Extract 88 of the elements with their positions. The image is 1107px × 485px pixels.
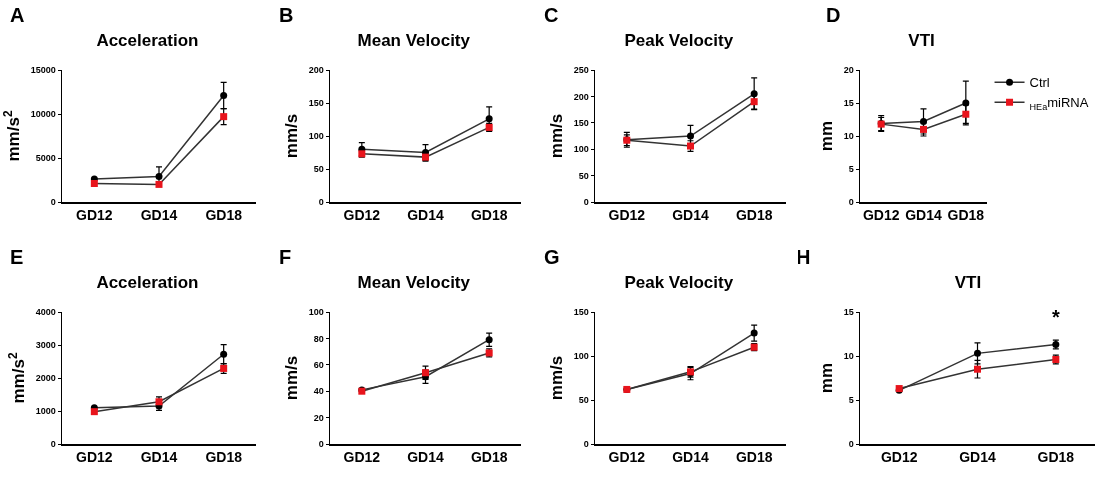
chart-title: VTI — [954, 272, 982, 292]
x-tick-label: GD18 — [947, 207, 985, 224]
x-tick-label: GD18 — [1037, 449, 1075, 466]
y-axis-title: mm/s — [282, 113, 302, 159]
x-tick-label: GD18 — [470, 449, 508, 466]
x-tick-label: GD12 — [608, 207, 646, 224]
y-tick-label: 100 — [308, 307, 324, 318]
y-tick-label: 1000 — [35, 406, 56, 417]
text: D — [826, 4, 841, 26]
x-tick-label: GD12 — [343, 449, 381, 466]
y-tick-label: 150 — [573, 307, 589, 318]
y-tick-label: 0 — [848, 197, 854, 208]
chart-title: VTI — [908, 30, 935, 50]
legend-label: $_{HEa}$miRNA — [1029, 95, 1089, 113]
y-tick-label: 100 — [573, 144, 589, 155]
y-tick-label: 0 — [50, 197, 56, 208]
x-tick-label: GD14 — [407, 207, 444, 224]
y-tick-label: 0 — [318, 439, 324, 450]
text: E — [10, 246, 24, 268]
y-axis-title: mm/s — [282, 355, 302, 401]
x-tick-label: GD12 — [880, 449, 918, 466]
x-tick-label: GD14 — [959, 449, 996, 466]
x-tick-label: GD18 — [735, 207, 773, 224]
x-tick-label: GD12 — [862, 207, 900, 224]
y-tick-label: 0 — [583, 197, 589, 208]
y-tick-label: 3000 — [35, 340, 56, 351]
chart-title: Peak Velocity — [624, 30, 734, 50]
y-tick-label: 0 — [318, 197, 324, 208]
x-tick-label: GD12 — [343, 207, 381, 224]
chart-title: Acceleration — [96, 272, 199, 292]
y-tick-label: 250 — [573, 65, 589, 76]
y-tick-label: 5000 — [35, 153, 56, 164]
x-tick-label: GD18 — [205, 207, 243, 224]
y-tick-label: 200 — [308, 65, 324, 76]
text: G — [544, 246, 560, 268]
y-tick-label: 150 — [573, 117, 589, 128]
y-tick-label: 200 — [573, 91, 589, 102]
text: C — [544, 4, 559, 26]
y-tick-label: 5 — [848, 395, 854, 406]
y-tick-label: 2000 — [35, 373, 56, 384]
x-tick-label: GD12 — [608, 449, 646, 466]
y-tick-label: 150 — [308, 98, 324, 109]
x-tick-label: GD14 — [672, 207, 709, 224]
x-tick-label: GD14 — [140, 207, 178, 224]
y-tick-label: 50 — [578, 395, 589, 406]
y-tick-label: 50 — [313, 164, 324, 175]
x-tick-label: GD12 — [76, 449, 113, 466]
y-tick-label: 100 — [573, 351, 589, 362]
text: B — [279, 4, 294, 26]
y-tick-label: 0 — [848, 439, 854, 450]
y-tick-label: 15 — [843, 307, 854, 318]
y-tick-label: 40 — [313, 386, 324, 397]
y-axis-title: mm/s — [547, 113, 567, 159]
x-tick-label: GD18 — [735, 449, 773, 466]
y-axis-title: mm — [817, 362, 837, 394]
y-tick-label: 60 — [313, 359, 324, 370]
chart-title: Acceleration — [96, 30, 199, 50]
x-tick-label: GD14 — [407, 449, 444, 466]
y-tick-label: 15000 — [30, 65, 56, 76]
chart-title: Mean Velocity — [357, 272, 471, 292]
text: A — [10, 4, 25, 26]
chart-title: Mean Velocity — [357, 30, 471, 50]
y-tick-label: 5 — [848, 164, 854, 175]
y-tick-label: 50 — [578, 170, 589, 181]
y-tick-label: 4000 — [35, 307, 56, 318]
y-tick-label: 15 — [843, 98, 854, 109]
y-tick-label: 20 — [313, 412, 324, 423]
x-tick-label: GD18 — [205, 449, 243, 466]
text: H — [796, 246, 811, 268]
x-tick-label: GD18 — [470, 207, 508, 224]
y-tick-label: 10 — [843, 351, 854, 362]
legend-label: Ctrl — [1029, 75, 1050, 91]
text: F — [279, 246, 292, 268]
x-tick-label: GD14 — [905, 207, 942, 224]
y-tick-label: 10 — [843, 131, 854, 142]
y-tick-label: 0 — [583, 439, 589, 450]
y-axis-title: mm — [817, 120, 837, 152]
y-tick-label: 0 — [50, 439, 56, 450]
x-tick-label: GD12 — [76, 207, 113, 224]
y-tick-label: 10000 — [30, 109, 56, 120]
x-tick-label: GD14 — [140, 449, 178, 466]
chart-title: Peak Velocity — [624, 272, 734, 292]
y-tick-label: 100 — [308, 131, 324, 142]
y-tick-label: 20 — [843, 65, 854, 76]
x-tick-label: GD14 — [672, 449, 709, 466]
y-tick-label: 80 — [313, 333, 324, 344]
annotation: * — [1052, 306, 1060, 328]
y-axis-title: mm/s — [547, 355, 567, 401]
